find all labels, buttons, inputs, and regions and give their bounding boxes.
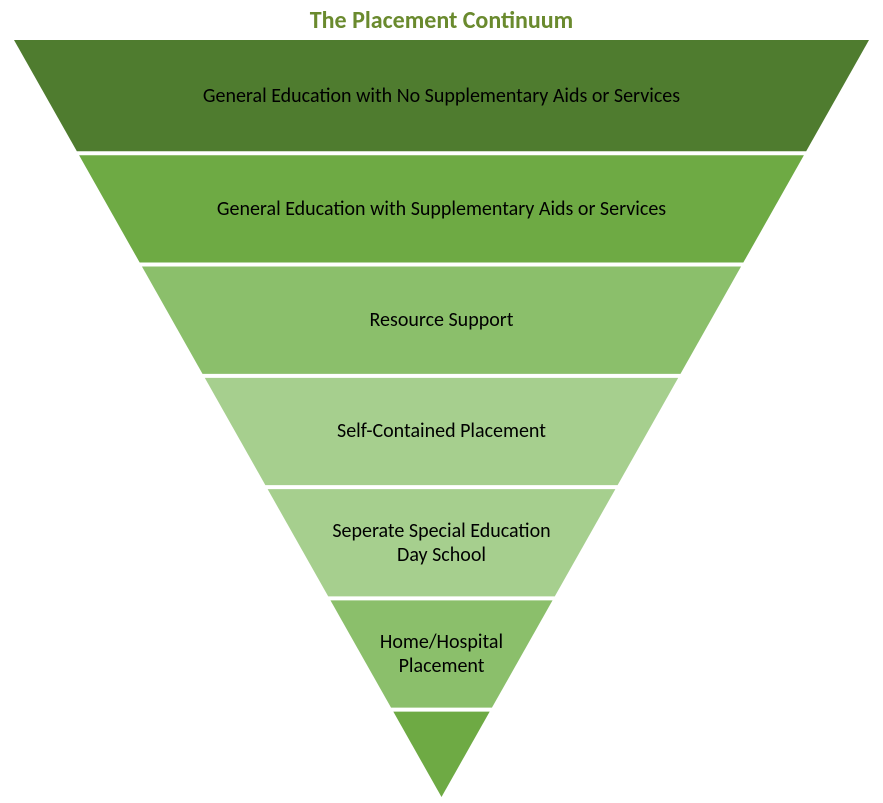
pyramid-segment-label: General Education with No Supplementary … — [0, 84, 883, 108]
pyramid-segment-label: Resource Support — [0, 308, 883, 332]
pyramid-segment — [393, 712, 489, 797]
pyramid-segment-label: General Education with Supplementary Aid… — [0, 197, 883, 221]
diagram-title: The Placement Continuum — [0, 6, 883, 35]
pyramid-segment-label: Seperate Special Education Day School — [0, 519, 883, 567]
pyramid-svg — [0, 0, 883, 803]
placement-continuum-diagram: The Placement Continuum General Educatio… — [0, 0, 883, 803]
pyramid-segment-label: Home/Hospital Placement — [0, 630, 883, 678]
pyramid-segment-label: Self-Contained Placement — [0, 419, 883, 443]
